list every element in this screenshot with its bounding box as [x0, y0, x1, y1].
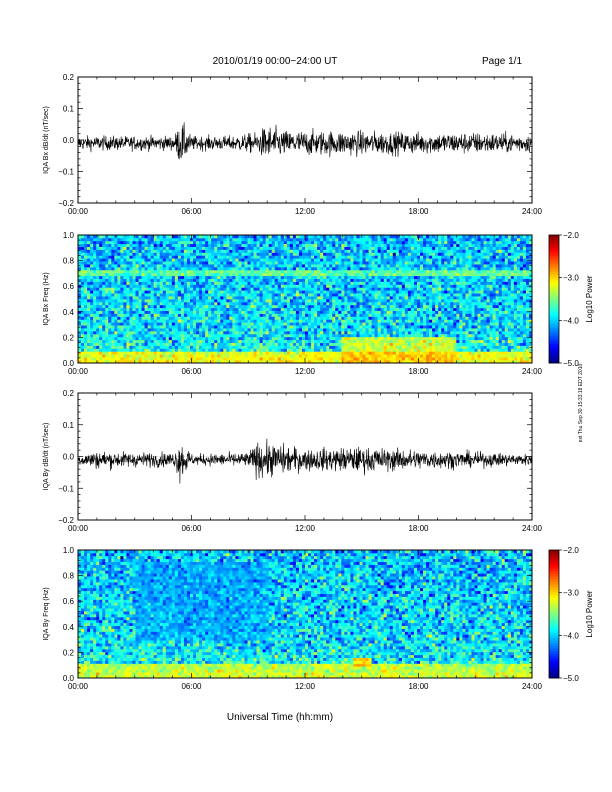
y-tick-label: −0.2	[58, 199, 74, 208]
y-tick-label: 0.1	[63, 105, 75, 114]
x-tick-label: 18:00	[408, 207, 429, 216]
x-tick-label: 06:00	[181, 367, 202, 376]
y-axis-label: IQA Bx Freq (Hz)	[43, 272, 50, 325]
page-number: Page 1/1	[482, 56, 522, 67]
y-tick-label: 0.0	[63, 136, 75, 145]
y-axis-label: IQA Bx dB/dt (nT/sec)	[43, 106, 50, 174]
y-tick-label: 1.0	[63, 231, 75, 240]
processing-stamp: ext Thu Sep 30 15:33:18 EDT 2010	[578, 364, 584, 443]
colorbar: −5.0 −4.0 −3.0 −2.0 Log10 Power	[548, 231, 594, 368]
y-tick-label: 0.4	[63, 623, 75, 632]
y-tick-label: 0.0	[63, 674, 75, 683]
colorbar-tick-label: −4.0	[563, 316, 579, 325]
y-tick-label: 0.8	[63, 572, 75, 581]
colorbar-label: Log10 Power	[585, 590, 594, 637]
panel-by-spectrogram: 00:00 06:00 12:00 18:00 24:00 0.0 0.2 0.4 0.6 0.8…	[43, 546, 594, 691]
y-tick-label: 0.2	[63, 389, 75, 398]
y-tick-label: −0.1	[58, 484, 74, 493]
colorbar-tick-label: −4.0	[563, 631, 579, 640]
colorbar-tick-label: −3.0	[563, 274, 579, 283]
x-tick-label: 18:00	[408, 682, 429, 691]
y-tick-label: 0.2	[63, 333, 75, 342]
x-tick-label: 24:00	[522, 524, 543, 533]
colorbar-frame	[548, 549, 560, 679]
x-tick-label: 12:00	[295, 207, 316, 216]
x-tick-label: 00:00	[68, 367, 89, 376]
x-tick-label: 24:00	[522, 682, 543, 691]
x-tick-label: 24:00	[522, 367, 543, 376]
y-tick-label: 0.0	[63, 453, 75, 462]
y-tick-label: 0.6	[63, 282, 75, 291]
series-line	[77, 438, 533, 484]
x-tick-label: 06:00	[181, 682, 202, 691]
y-tick-label: 0.0	[63, 359, 75, 368]
figure-title: 2010/01/19 00:00−24:00 UT	[213, 56, 338, 67]
heatmap-cells	[78, 550, 532, 678]
x-tick-label: 06:00	[181, 524, 202, 533]
y-axis-label: IQA By dB/dt (nT/sec)	[43, 423, 50, 491]
x-tick-label: 06:00	[181, 207, 202, 216]
y-tick-label: 0.6	[63, 597, 75, 606]
y-tick-label: −0.1	[58, 168, 74, 177]
series-line	[77, 122, 533, 160]
y-tick-label: 0.2	[63, 73, 75, 82]
x-tick-label: 12:00	[295, 682, 316, 691]
y-tick-label: 0.8	[63, 257, 75, 266]
y-tick-label: −0.2	[58, 516, 74, 525]
y-axis-label: IQA By Freq (Hz)	[43, 587, 50, 640]
panel-by-dbdt: 00:00 06:00 12:00 18:00 24:00 −0.2 −0.1 0.0 0.1 0…	[43, 389, 543, 533]
y-tick-label: 0.2	[63, 648, 75, 657]
colorbar-tick-label: −5.0	[563, 674, 579, 683]
colorbar-frame	[548, 234, 560, 364]
colorbar-tick-label: −5.0	[563, 359, 579, 368]
x-tick-label: 00:00	[68, 207, 89, 216]
y-tick-label: 0.4	[63, 308, 75, 317]
panel-bx-dbdt: 00:00 06:00 12:00 18:00 24:00 −0.2 −0.1 0.0 0.1 0…	[43, 73, 543, 216]
x-tick-label: 12:00	[295, 367, 316, 376]
x-tick-label: 00:00	[68, 524, 89, 533]
x-tick-label: 24:00	[522, 207, 543, 216]
colorbar-label: Log10 Power	[585, 275, 594, 322]
y-tick-label: 0.1	[63, 421, 75, 430]
heatmap-cells	[78, 235, 532, 363]
panel-bx-spectrogram: 00:00 06:00 12:00 18:00 24:00 0.0 0.2 0.4 0.6 0.8…	[43, 231, 594, 376]
colorbar: −5.0 −4.0 −3.0 −2.0 Log10 Power	[548, 546, 594, 683]
x-tick-label: 18:00	[408, 524, 429, 533]
colorbar-tick-label: −3.0	[563, 589, 579, 598]
colorbar-tick-label: −2.0	[563, 546, 579, 555]
x-tick-label: 00:00	[68, 682, 89, 691]
colorbar-tick-label: −2.0	[563, 231, 579, 240]
x-tick-label: 18:00	[408, 367, 429, 376]
x-tick-label: 12:00	[295, 524, 316, 533]
y-tick-label: 1.0	[63, 546, 75, 555]
x-axis-label: Universal Time (hh:mm)	[227, 712, 333, 723]
